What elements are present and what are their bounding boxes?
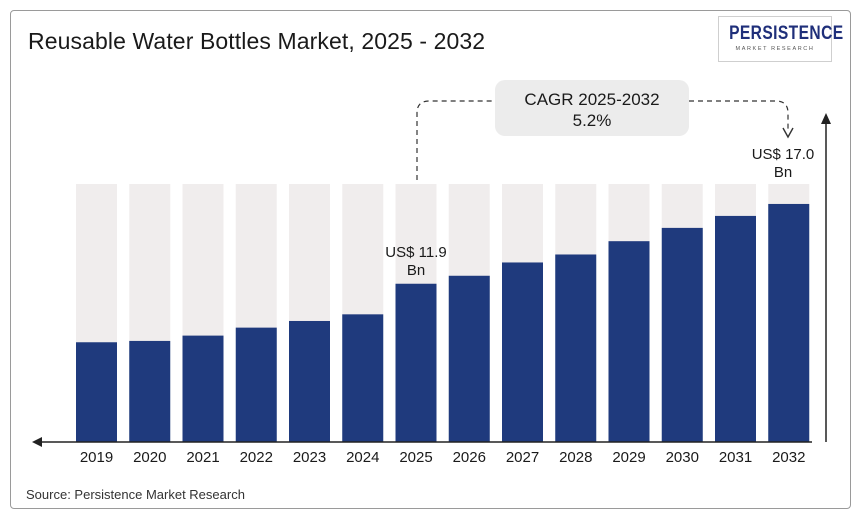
x-tick-label: 2031	[719, 449, 752, 466]
x-tick-label: 2030	[666, 449, 699, 466]
x-tick-label: 2026	[453, 449, 486, 466]
value-label-2032-amount: US$ 17.0	[751, 146, 815, 163]
cagr-label: CAGR 2025-2032	[524, 90, 660, 109]
cagr-value: 5.2%	[572, 111, 612, 130]
x-tick-label: 2024	[346, 449, 379, 466]
bar-2029	[608, 241, 650, 442]
x-tick-label: 2028	[559, 449, 592, 466]
x-axis-arrow	[32, 437, 42, 447]
bar-2021	[182, 335, 224, 442]
bar-2028	[555, 254, 597, 442]
persistence-logo: PERSISTENCE MARKET RESEARCH	[718, 16, 844, 62]
bar-2025	[395, 283, 437, 442]
cagr-connector-left	[416, 100, 495, 180]
cagr-connector-right	[689, 100, 789, 132]
bar-2023	[289, 320, 330, 442]
value-label-2032-unit: Bn	[773, 164, 793, 181]
bar-2019	[76, 342, 117, 442]
x-tick-label: 2025	[399, 449, 432, 466]
logo-tagline: MARKET RESEARCH	[735, 46, 815, 52]
bar-2030	[661, 227, 703, 442]
value-label-2025: US$ 11.9 Bn	[376, 244, 456, 280]
bar-2024	[342, 314, 384, 442]
x-tick-label: 2020	[133, 449, 166, 466]
source-note: Source: Persistence Market Research	[26, 487, 245, 502]
y-axis-arrow	[821, 113, 831, 124]
value-label-2032: US$ 17.0 Bn	[743, 146, 823, 182]
bar-2026	[448, 275, 490, 442]
x-tick-label: 2029	[612, 449, 645, 466]
logo-wordmark: PERSISTENCE	[729, 23, 844, 44]
x-tick-label: 2022	[240, 449, 273, 466]
bar-2031	[715, 215, 756, 442]
chart-title: Reusable Water Bottles Market, 2025 - 20…	[28, 28, 486, 54]
bar-2022	[235, 327, 277, 442]
x-tick-label: 2023	[293, 449, 326, 466]
bar-2032	[768, 203, 810, 442]
bar-2027	[502, 262, 543, 442]
value-label-2025-amount: US$ 11.9	[385, 244, 447, 261]
x-tick-label: 2019	[80, 449, 113, 466]
bar-2020	[129, 340, 171, 442]
x-tick-label: 2027	[506, 449, 539, 466]
cagr-callout: CAGR 2025-2032 5.2%	[495, 80, 689, 136]
x-tick-label: 2032	[772, 449, 805, 466]
value-label-2025-unit: Bn	[406, 262, 426, 279]
x-tick-label: 2021	[186, 449, 219, 466]
cagr-arrowhead	[782, 127, 794, 139]
